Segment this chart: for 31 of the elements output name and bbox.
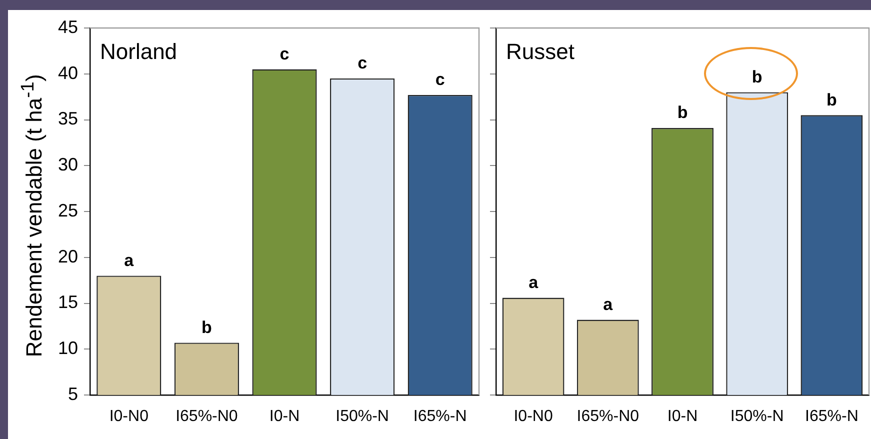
y-tick-label: 40 [58, 62, 78, 83]
y-tick-label: 5 [68, 384, 78, 404]
x-tick-label: I50%-N [730, 408, 784, 426]
y-tick-label: 45 [58, 16, 78, 37]
x-tick-label: I65%-N0 [576, 408, 640, 426]
x-tick-label: I65%-N [805, 408, 858, 426]
annotation: c [280, 44, 290, 64]
annotation: b [202, 318, 212, 337]
x-tick-label: I65%-N0 [176, 408, 238, 426]
annotation: a [528, 272, 539, 292]
annotation: b [677, 103, 688, 122]
annotation: a [124, 250, 134, 270]
annotation: c [358, 54, 368, 73]
x-tick-label: I0-N0 [514, 408, 553, 426]
y-tick-label: 35 [58, 108, 78, 129]
annotation: b [752, 67, 762, 86]
annotation: c [435, 70, 445, 90]
y-tick-label: 30 [58, 154, 78, 175]
x-tick-label: I0-N0 [109, 408, 149, 426]
text: Russet [506, 39, 574, 64]
x-tick-label: I65%-N [413, 408, 467, 426]
x-tick-label: I0-N [667, 408, 698, 426]
x-tick-label: I50%-N [336, 408, 389, 426]
annotation: b [826, 90, 837, 110]
y-tick-label: 10 [58, 338, 78, 358]
y-tick-label: 20 [58, 246, 78, 266]
text: Norland [100, 39, 178, 64]
annotation: a [603, 294, 614, 314]
x-tick-label: I0-N [269, 408, 300, 426]
y-tick-label: 25 [58, 200, 78, 220]
y-tick-label: 15 [58, 292, 78, 312]
